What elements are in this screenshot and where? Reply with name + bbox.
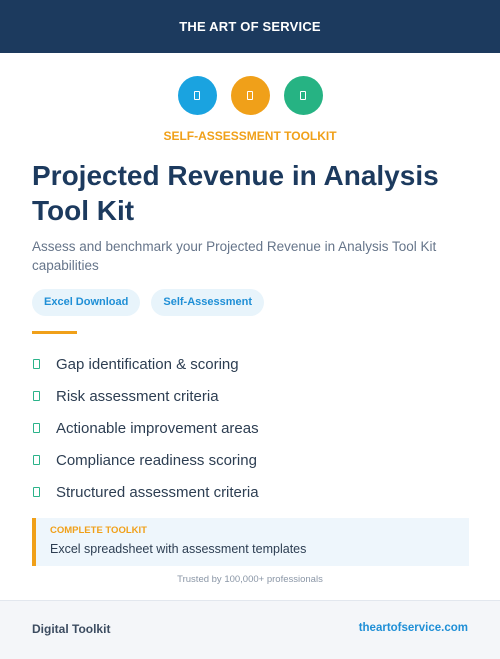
feature-item: Gap identification & scoring xyxy=(32,348,259,380)
toolkit-callout: COMPLETE TOOLKIT Excel spreadsheet with … xyxy=(32,518,469,566)
footer-bar: Digital Toolkit theartofservice.com xyxy=(0,600,500,659)
feature-label: Compliance readiness scoring xyxy=(56,451,257,469)
feature-item: Structured assessment criteria xyxy=(32,476,259,508)
tag-excel-download: Excel Download xyxy=(32,289,141,316)
feature-label: Risk assessment criteria xyxy=(56,387,219,405)
callout-text: Excel spreadsheet with assessment templa… xyxy=(50,542,307,556)
feature-list: Gap identification & scoring Risk assess… xyxy=(32,348,259,508)
tag-list: Excel Download Self-Assessment xyxy=(32,289,265,316)
feature-item: Compliance readiness scoring xyxy=(32,444,259,476)
check-icon xyxy=(33,391,40,401)
check-icon xyxy=(33,455,40,465)
footer-label: Digital Toolkit xyxy=(32,622,111,636)
kicker-label: SELF-ASSESSMENT TOOLKIT xyxy=(163,129,337,143)
chart-icon xyxy=(283,76,323,115)
brand-title: THE ART OF SERVICE xyxy=(179,19,321,34)
callout-label: COMPLETE TOOLKIT xyxy=(50,525,147,536)
feature-label: Gap identification & scoring xyxy=(56,355,239,373)
icon-row xyxy=(0,76,500,115)
feature-item: Actionable improvement areas xyxy=(32,412,259,444)
check-icon xyxy=(33,359,40,369)
check-icon xyxy=(33,487,40,497)
feature-label: Actionable improvement areas xyxy=(56,419,259,437)
header-bar: THE ART OF SERVICE xyxy=(0,0,500,53)
feature-label: Structured assessment criteria xyxy=(56,483,259,501)
clipboard-icon xyxy=(230,76,270,115)
feature-item: Risk assessment criteria xyxy=(32,380,259,412)
accent-divider xyxy=(32,331,77,334)
page-title: Projected Revenue in Analysis Tool Kit xyxy=(32,160,439,226)
trust-note: Trusted by 100,000+ professionals xyxy=(177,574,323,585)
website-link[interactable]: theartofservice.com xyxy=(358,622,468,634)
document-icon xyxy=(177,76,217,115)
page-subtitle: Assess and benchmark your Projected Reve… xyxy=(32,239,437,273)
check-icon xyxy=(33,423,40,433)
tag-self-assessment: Self-Assessment xyxy=(151,289,265,316)
